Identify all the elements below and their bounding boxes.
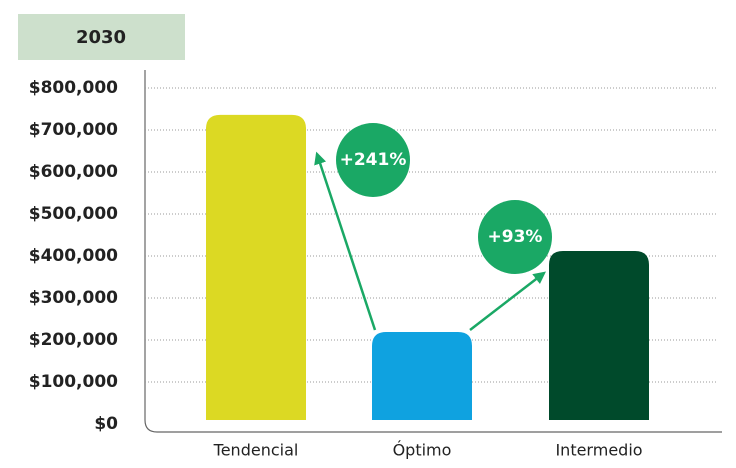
- y-tick-label: $700,000: [29, 120, 118, 140]
- y-tick-label: $600,000: [29, 162, 118, 182]
- y-tick-label: $800,000: [29, 78, 118, 98]
- annotation: +241%: [340, 150, 407, 170]
- y-tick-label: $0: [94, 414, 118, 434]
- y-tick-label: $200,000: [29, 330, 118, 350]
- annotation: +93%: [488, 227, 543, 247]
- y-tick-label: $300,000: [29, 288, 118, 308]
- bar: [206, 114, 306, 420]
- annotation-badge: [478, 200, 552, 274]
- axis-line: [144, 70, 722, 433]
- x-tick-label: Óptimo: [393, 441, 452, 460]
- y-tick-label: $400,000: [29, 246, 118, 266]
- bar: [372, 332, 472, 420]
- arrow: [314, 151, 377, 331]
- x-tick-label: Tendencial: [213, 441, 299, 460]
- x-tick-label: Intermedio: [555, 441, 642, 460]
- bar: [549, 250, 649, 420]
- y-tick-label: $500,000: [29, 204, 118, 224]
- y-tick-label: $100,000: [29, 372, 118, 392]
- chart-title: 2030: [76, 27, 126, 48]
- arrow: [469, 271, 546, 331]
- annotation-badge: [336, 123, 410, 197]
- title-box: [18, 14, 185, 60]
